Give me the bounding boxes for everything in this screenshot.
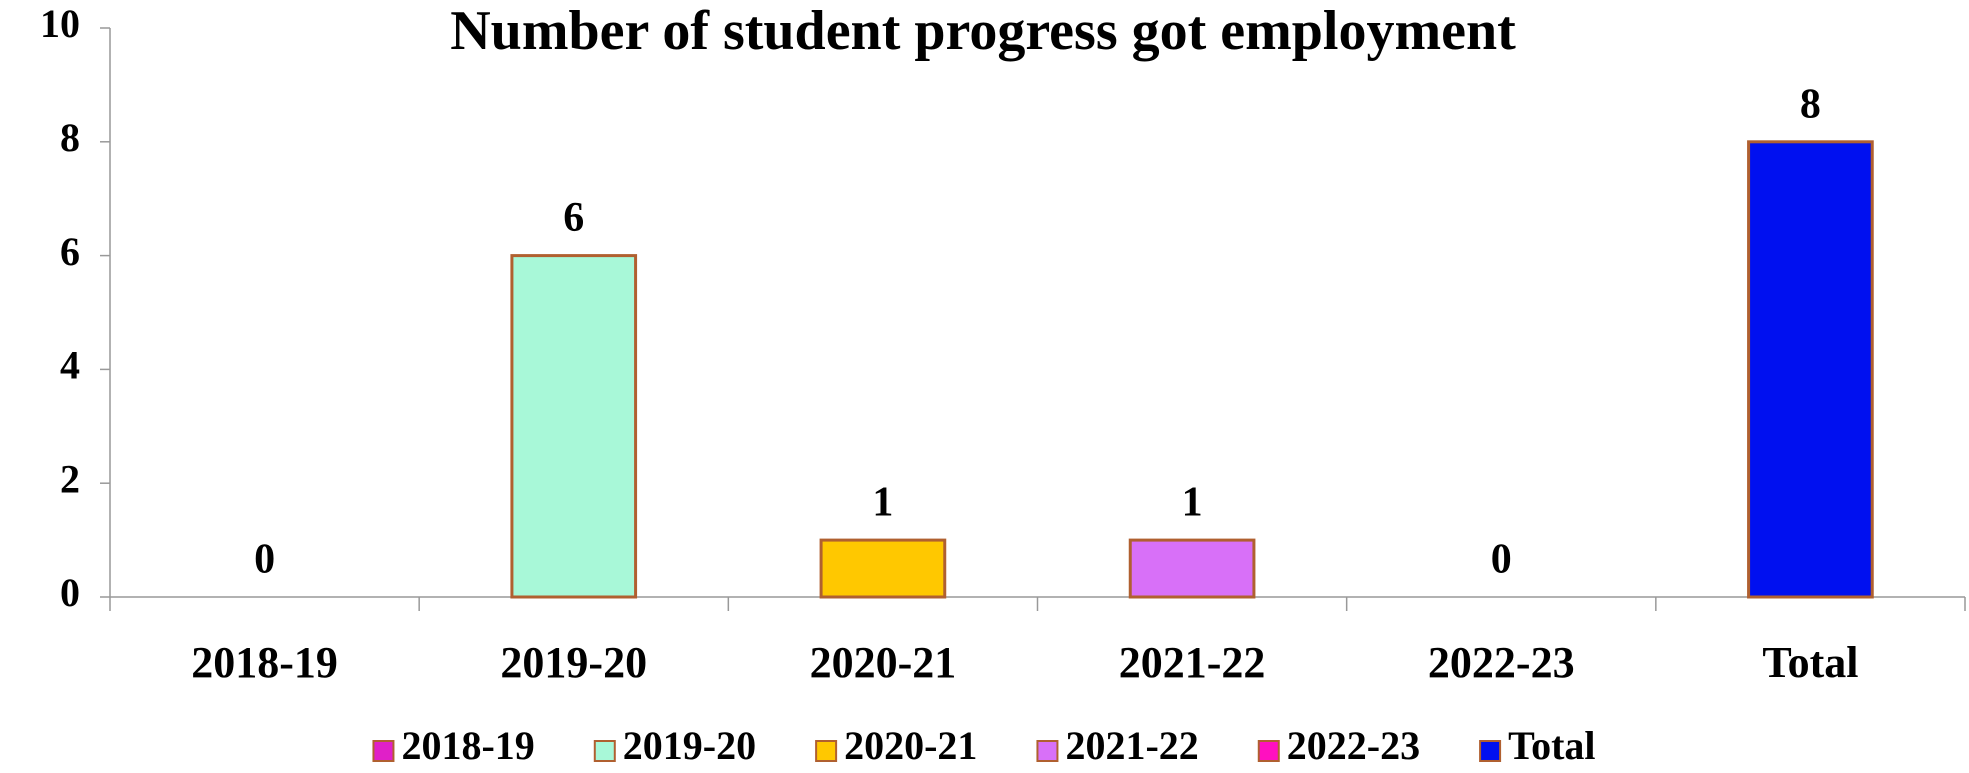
value-label: 1 bbox=[1182, 480, 1203, 526]
value-label: 6 bbox=[563, 195, 584, 241]
y-tick-label: 10 bbox=[40, 1, 80, 46]
legend-label: 2019-20 bbox=[623, 723, 756, 768]
legend-swatch bbox=[593, 740, 616, 762]
y-tick-label: 0 bbox=[60, 570, 80, 615]
x-tick-label: 2022-23 bbox=[1428, 638, 1575, 687]
bar bbox=[1747, 140, 1874, 599]
legend-swatch bbox=[1479, 740, 1502, 762]
x-tick-label: 2021-22 bbox=[1119, 638, 1266, 687]
legend-label: 2021-22 bbox=[1065, 723, 1198, 768]
x-tick-label: 2019-20 bbox=[500, 638, 647, 687]
legend-swatch bbox=[1257, 740, 1280, 762]
legend-label: 2020-21 bbox=[844, 723, 977, 768]
value-label: 0 bbox=[1491, 537, 1512, 583]
chart-title: Number of student progress got employmen… bbox=[450, 0, 1516, 62]
value-label: 8 bbox=[1800, 81, 1821, 127]
bar bbox=[1128, 538, 1256, 599]
bar bbox=[819, 538, 947, 599]
x-tick-label: 2018-19 bbox=[191, 638, 338, 687]
value-label: 1 bbox=[872, 480, 893, 526]
bar bbox=[510, 254, 638, 599]
legend-swatch bbox=[815, 740, 838, 762]
legend-swatch bbox=[372, 740, 395, 762]
x-tick-label: 2020-21 bbox=[810, 638, 957, 687]
legend-label: 2018-19 bbox=[401, 723, 534, 768]
x-tick-label: Total bbox=[1762, 638, 1858, 687]
y-tick-label: 2 bbox=[60, 456, 80, 501]
value-label: 0 bbox=[254, 537, 275, 583]
legend-label: Total bbox=[1508, 723, 1595, 768]
y-tick-label: 6 bbox=[60, 229, 80, 274]
legend-swatch bbox=[1036, 740, 1059, 762]
y-tick-label: 4 bbox=[60, 343, 80, 388]
y-tick-label: 8 bbox=[60, 115, 80, 160]
legend-label: 2022-23 bbox=[1287, 723, 1420, 768]
